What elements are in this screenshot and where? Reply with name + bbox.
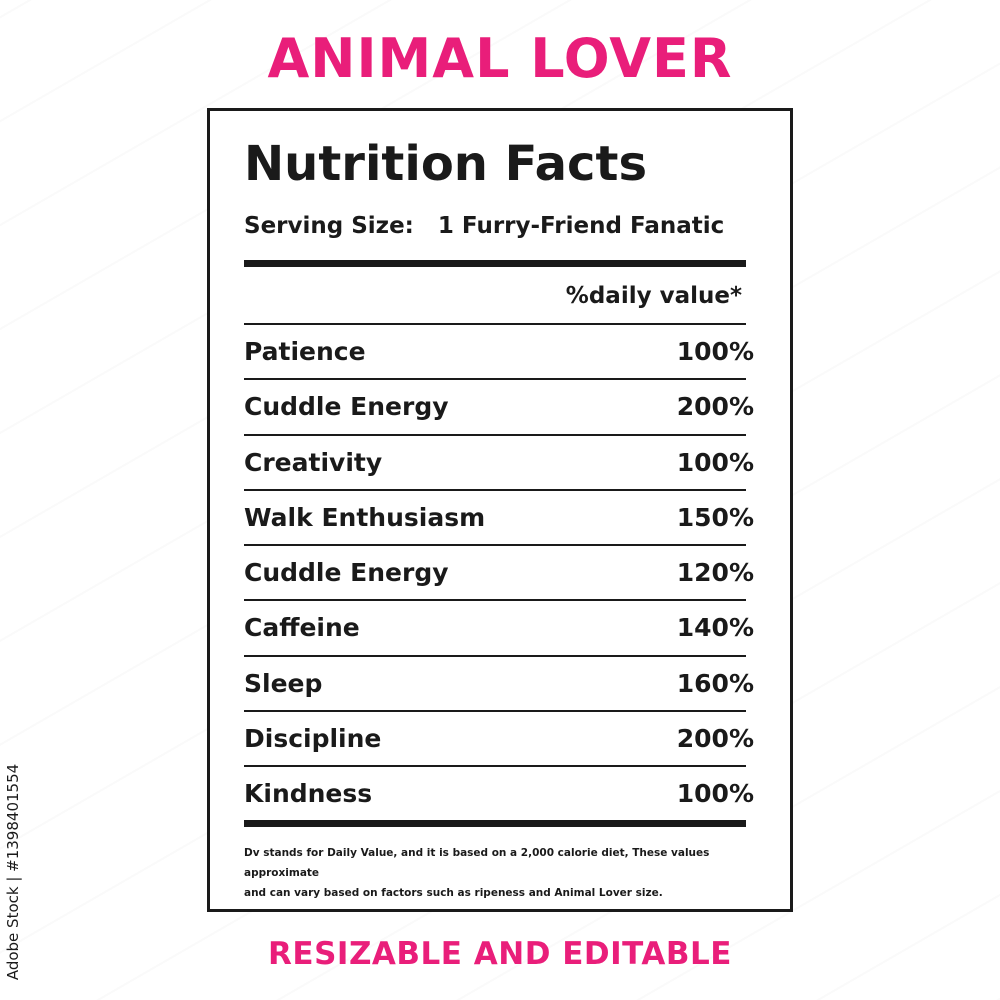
label-title: Nutrition Facts bbox=[244, 136, 648, 192]
divider-thick-top bbox=[244, 260, 746, 267]
nutrient-row: Walk Enthusiasm 150% bbox=[244, 488, 754, 544]
divider-thick-bottom bbox=[244, 820, 746, 827]
nutrient-list: Patience 100% Cuddle Energy 200% Creativ… bbox=[244, 323, 754, 821]
nutrient-name: Kindness bbox=[244, 779, 373, 809]
nutrient-name: Discipline bbox=[244, 724, 382, 754]
nutrient-value: 200% bbox=[676, 724, 754, 754]
nutrient-name: Sleep bbox=[244, 668, 323, 698]
nutrient-name: Creativity bbox=[244, 447, 383, 477]
footnote-line: and can vary based on factors such as ri… bbox=[244, 887, 663, 899]
nutrient-row: Patience 100% bbox=[244, 323, 754, 378]
tagline: RESIZABLE AND EDITABLE bbox=[268, 936, 732, 972]
serving-size-value: 1 Furry-Friend Fanatic bbox=[437, 213, 725, 239]
nutrient-name: Cuddle Energy bbox=[244, 392, 449, 422]
footnote: Dv stands for Daily Value, and it is bas… bbox=[244, 843, 774, 903]
nutrient-value: 100% bbox=[676, 779, 754, 809]
nutrient-row: Kindness 100% bbox=[244, 765, 754, 820]
footnote-line: Dv stands for Daily Value, and it is bas… bbox=[244, 847, 710, 879]
nutrition-label: Nutrition Facts Serving Size: 1 Furry-Fri… bbox=[207, 108, 793, 912]
nutrient-name: Cuddle Energy bbox=[244, 558, 449, 588]
nutrient-row: Cuddle Energy 200% bbox=[244, 378, 754, 433]
headline: ANIMAL LOVER bbox=[267, 27, 733, 90]
nutrient-value: 100% bbox=[676, 337, 754, 366]
nutrient-name: Walk Enthusiasm bbox=[244, 502, 486, 532]
nutrient-row: Caffeine 140% bbox=[244, 599, 754, 654]
nutrient-value: 150% bbox=[676, 502, 754, 532]
nutrient-row: Discipline 200% bbox=[244, 710, 754, 765]
nutrient-name: Patience bbox=[244, 337, 366, 366]
nutrient-value: 120% bbox=[676, 558, 754, 588]
serving-size: Serving Size: 1 Furry-Friend Fanatic bbox=[244, 209, 724, 243]
stock-id-text: Adobe Stock | #1398401554 bbox=[4, 763, 22, 981]
nutrient-value: 160% bbox=[676, 668, 754, 698]
nutrient-name: Caffeine bbox=[244, 613, 360, 643]
daily-value-header: %daily value* bbox=[565, 283, 742, 309]
stock-id: Adobe Stock | #1398401554 bbox=[0, 0, 26, 1000]
nutrient-row: Creativity 100% bbox=[244, 433, 754, 489]
nutrient-value: 100% bbox=[676, 447, 754, 477]
nutrient-row: Cuddle Energy 120% bbox=[244, 544, 754, 599]
nutrient-value: 200% bbox=[676, 392, 754, 422]
nutrient-row: Sleep 160% bbox=[244, 654, 754, 710]
serving-size-label: Serving Size: bbox=[244, 213, 414, 239]
nutrient-value: 140% bbox=[676, 613, 754, 643]
